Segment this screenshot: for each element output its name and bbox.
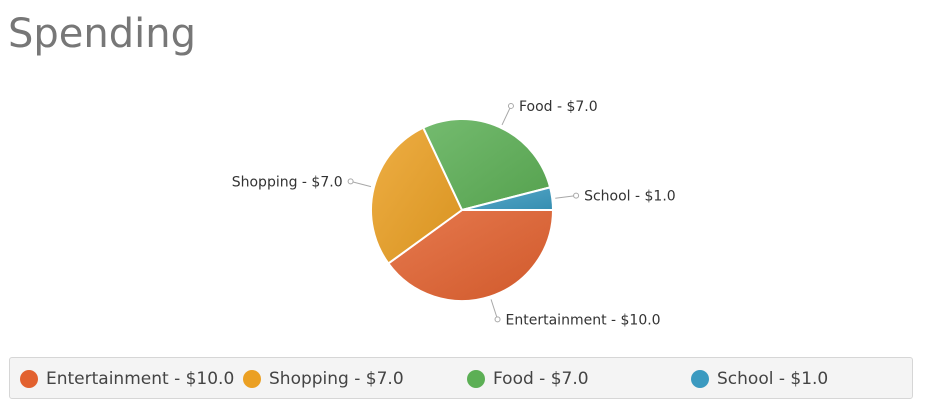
legend-swatch-shopping xyxy=(243,370,261,388)
pie-slice-school[interactable] xyxy=(461,186,554,211)
legend-label: Food - $7.0 xyxy=(493,369,589,389)
leader-dot-school xyxy=(573,192,580,199)
legend-label: Shopping - $7.0 xyxy=(269,369,404,389)
pie-chart: Entertainment - $10.0 Shopping - $7.0 Food… xyxy=(232,99,676,328)
pie-slice-entertainment[interactable] xyxy=(387,209,554,302)
slice-label-entertainment: Entertainment - $10.0 xyxy=(506,312,661,328)
leader-line-shopping xyxy=(350,180,372,188)
legend-swatch-entertainment xyxy=(20,370,38,388)
slice-label-food: Food - $7.0 xyxy=(519,99,598,115)
legend-label: Entertainment - $10.0 xyxy=(46,369,235,389)
pie-slice-food[interactable] xyxy=(422,118,552,211)
legend-label: School - $1.0 xyxy=(717,369,829,389)
pie-slice-shopping[interactable] xyxy=(370,126,463,265)
leader-dot-entertainment xyxy=(494,316,501,323)
leader-line-entertainment xyxy=(490,299,499,320)
chart-title: Spending xyxy=(8,11,196,57)
legend-item-entertainment[interactable]: Entertainment - $10.0 xyxy=(20,358,234,400)
legend-item-shopping[interactable]: Shopping - $7.0 xyxy=(243,358,404,400)
legend-item-school[interactable]: School - $1.0 xyxy=(691,358,828,400)
legend-swatch-food xyxy=(467,370,485,388)
leader-dot-shopping xyxy=(347,178,354,185)
leader-line-food xyxy=(501,105,512,126)
slice-label-shopping: Shopping - $7.0 xyxy=(232,174,343,190)
chart-legend: Entertainment - $10.0 Shopping - $7.0 Fo… xyxy=(9,357,913,399)
legend-swatch-school xyxy=(691,370,709,388)
leader-line-school xyxy=(555,195,577,199)
leader-dot-food xyxy=(507,102,514,109)
legend-item-food[interactable]: Food - $7.0 xyxy=(467,358,589,400)
slice-label-school: School - $1.0 xyxy=(584,189,676,205)
